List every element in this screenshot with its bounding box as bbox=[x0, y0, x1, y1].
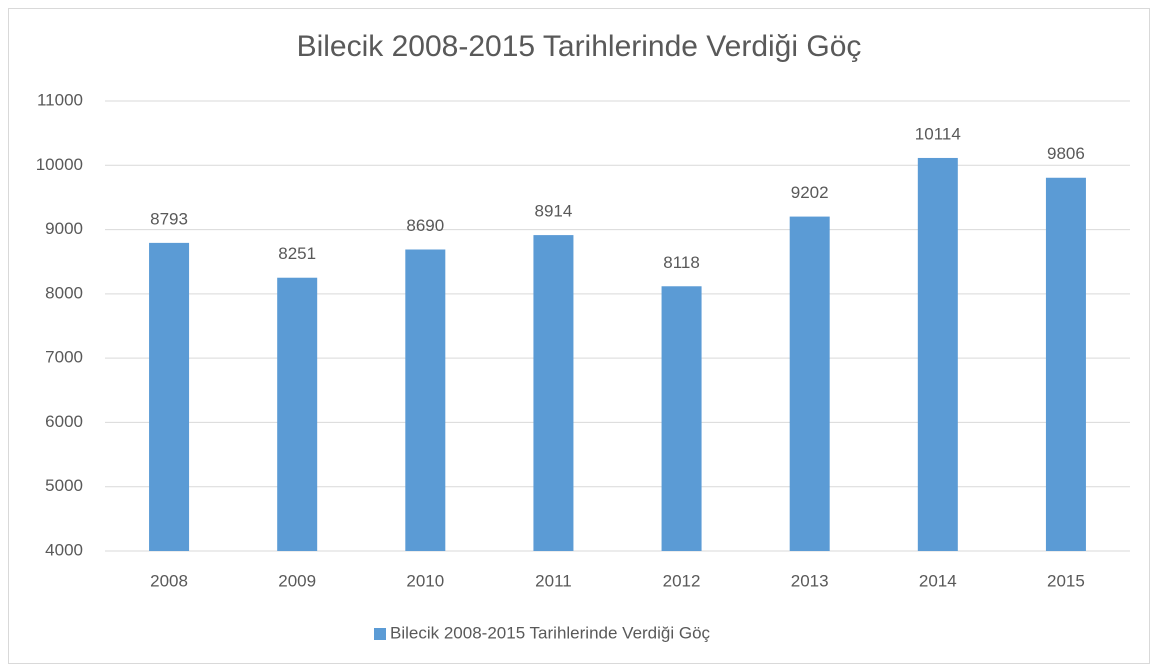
bar bbox=[1045, 177, 1086, 551]
x-tick-label: 2013 bbox=[791, 571, 829, 590]
legend-swatch bbox=[374, 628, 386, 640]
x-tick-label: 2010 bbox=[406, 571, 444, 590]
y-tick-label: 10000 bbox=[36, 155, 83, 174]
y-tick-label: 6000 bbox=[45, 412, 83, 431]
y-tick-label: 11000 bbox=[37, 90, 83, 109]
bar bbox=[149, 242, 190, 551]
data-label: 8118 bbox=[663, 253, 700, 272]
data-label: 8690 bbox=[406, 216, 444, 235]
y-tick-label: 8000 bbox=[45, 283, 83, 302]
chart-title: Bilecik 2008-2015 Tarihlerinde Verdiği G… bbox=[297, 30, 862, 63]
data-label: 9806 bbox=[1047, 144, 1085, 163]
data-label: 8793 bbox=[150, 209, 188, 228]
x-tick-label: 2008 bbox=[150, 571, 188, 590]
data-label: 8914 bbox=[535, 202, 573, 221]
x-tick-label: 2011 bbox=[535, 571, 572, 590]
data-label: 10114 bbox=[915, 124, 961, 143]
y-tick-label: 4000 bbox=[45, 540, 83, 559]
y-tick-label: 7000 bbox=[45, 348, 83, 367]
x-tick-label: 2009 bbox=[278, 571, 316, 590]
x-tick-label: 2012 bbox=[663, 571, 701, 590]
bar bbox=[405, 249, 446, 551]
bar bbox=[277, 277, 318, 551]
bar bbox=[533, 235, 574, 551]
chart-border bbox=[8, 8, 1150, 664]
data-label: 8251 bbox=[278, 244, 316, 263]
bar bbox=[661, 286, 702, 551]
bar bbox=[917, 157, 958, 551]
y-tick-label: 9000 bbox=[45, 219, 83, 238]
legend-label: Bilecik 2008-2015 Tarihlerinde Verdiği G… bbox=[390, 623, 711, 642]
bar bbox=[789, 216, 830, 552]
data-label: 9202 bbox=[791, 183, 829, 202]
x-tick-label: 2015 bbox=[1047, 571, 1085, 590]
x-tick-label: 2014 bbox=[919, 571, 957, 590]
y-tick-label: 5000 bbox=[45, 476, 83, 495]
